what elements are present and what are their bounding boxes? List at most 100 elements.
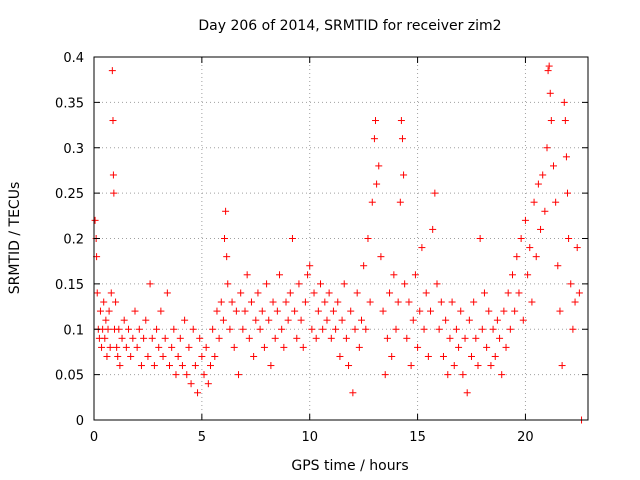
data-point — [342, 334, 350, 342]
data-point — [357, 316, 365, 324]
data-point — [444, 371, 452, 379]
data-point — [502, 343, 510, 351]
data-point — [401, 280, 409, 288]
data-points — [91, 62, 586, 424]
data-point — [519, 316, 527, 324]
data-point — [250, 352, 258, 360]
data-point — [118, 334, 126, 342]
data-point — [375, 162, 383, 170]
data-point — [323, 316, 331, 324]
data-point — [125, 325, 133, 333]
data-point — [517, 235, 525, 242]
data-point — [189, 325, 197, 333]
data-point — [245, 334, 253, 342]
data-point — [546, 89, 554, 97]
data-point — [573, 244, 581, 252]
data-point — [304, 271, 312, 279]
data-point — [161, 334, 169, 342]
data-point — [541, 207, 549, 215]
data-point — [194, 389, 202, 397]
data-point — [397, 117, 405, 125]
data-point — [106, 343, 114, 351]
data-point — [131, 307, 139, 315]
data-point — [228, 298, 236, 306]
data-point — [247, 298, 255, 306]
data-point — [284, 316, 292, 324]
data-point — [110, 189, 118, 197]
data-point — [347, 307, 355, 315]
y-tick-label: 0.35 — [55, 96, 84, 111]
data-point — [254, 289, 262, 297]
data-point — [219, 316, 227, 324]
data-point — [362, 325, 370, 333]
data-point — [267, 362, 275, 370]
data-point — [142, 316, 150, 324]
data-point — [338, 316, 346, 324]
data-point — [181, 316, 189, 324]
y-tick-label: 0.2 — [63, 233, 84, 248]
data-point — [504, 289, 512, 297]
data-point — [364, 235, 372, 242]
data-point — [104, 325, 112, 333]
grid-lines — [94, 57, 588, 420]
data-point — [213, 307, 221, 315]
data-point — [407, 362, 415, 370]
data-point — [157, 307, 165, 315]
data-point — [299, 343, 307, 351]
data-point — [439, 352, 447, 360]
y-tick-label: 0.25 — [55, 187, 84, 202]
data-point — [327, 334, 335, 342]
data-point — [345, 362, 353, 370]
data-point — [565, 235, 573, 242]
data-point — [319, 325, 327, 333]
data-point — [191, 362, 199, 370]
data-point — [564, 189, 572, 197]
data-point — [276, 271, 284, 279]
data-point — [394, 298, 402, 306]
data-point — [386, 289, 394, 297]
data-point — [310, 289, 318, 297]
data-point — [513, 253, 521, 261]
data-point — [476, 235, 484, 242]
data-point — [115, 325, 123, 333]
data-point — [321, 298, 329, 306]
data-point — [537, 225, 545, 233]
data-point — [144, 352, 152, 360]
data-point — [209, 325, 217, 333]
data-point — [235, 371, 243, 379]
data-point — [528, 298, 536, 306]
data-point — [103, 352, 111, 360]
x-tick-label: 20 — [517, 430, 534, 445]
data-point — [534, 180, 542, 188]
data-point — [459, 371, 467, 379]
data-point — [153, 325, 161, 333]
data-point — [336, 352, 344, 360]
data-point — [168, 343, 176, 351]
data-point — [215, 334, 223, 342]
data-point — [429, 225, 437, 233]
data-point — [211, 352, 219, 360]
data-point — [112, 298, 120, 306]
data-point — [91, 216, 99, 224]
data-point — [545, 62, 553, 70]
data-point — [500, 307, 508, 315]
data-point — [388, 352, 396, 360]
data-point — [414, 343, 422, 351]
data-point — [411, 271, 419, 279]
data-point — [286, 289, 294, 297]
data-point — [390, 271, 398, 279]
chart-title: Day 206 of 2014, SRMTID for receiver zim… — [198, 18, 501, 34]
data-point — [431, 189, 439, 197]
data-point — [409, 316, 417, 324]
data-point — [340, 280, 348, 288]
x-tick-label: 5 — [198, 430, 206, 445]
data-point — [398, 135, 406, 143]
data-point — [558, 362, 566, 370]
data-point — [93, 289, 101, 297]
data-point — [107, 289, 115, 297]
data-point — [521, 216, 529, 224]
data-point — [183, 371, 191, 379]
data-point — [288, 235, 296, 242]
data-point — [198, 352, 206, 360]
data-point — [185, 343, 193, 351]
